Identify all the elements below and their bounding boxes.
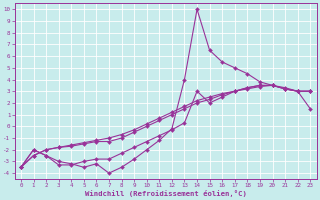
- X-axis label: Windchill (Refroidissement éolien,°C): Windchill (Refroidissement éolien,°C): [85, 190, 246, 197]
